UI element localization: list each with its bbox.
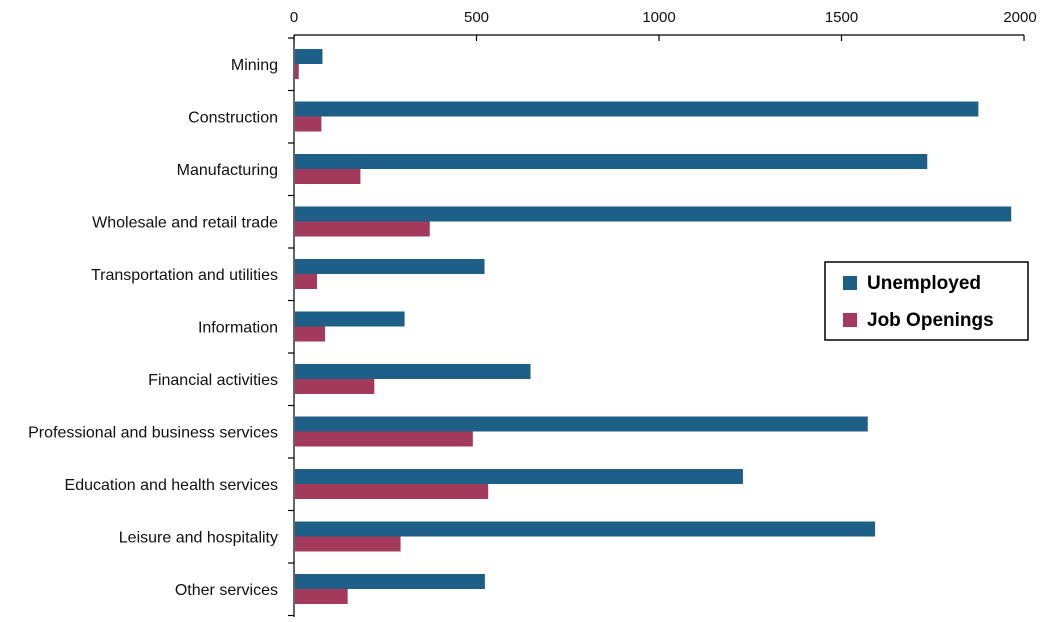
category-label: Professional and business services [28, 425, 278, 442]
legend: Unemployed Job Openings [824, 261, 1029, 341]
legend-label-job-openings: Job Openings [867, 310, 994, 331]
bar-unemployed [295, 206, 1012, 222]
bar-unemployed [295, 154, 928, 169]
legend-box [824, 261, 1029, 341]
category-label: Wholesale and retail trade [92, 215, 278, 232]
bar-job-openings [295, 169, 361, 184]
x-tick-label: 1000 [642, 9, 675, 26]
bar-job-openings [295, 116, 322, 132]
x-tick-label: 2000 [1003, 9, 1036, 26]
bar-unemployed [295, 311, 405, 327]
bar-job-openings [295, 221, 430, 237]
bar-unemployed [295, 574, 485, 589]
category-label: Construction [188, 110, 278, 127]
category-label: Transportation and utilities [91, 267, 278, 284]
bar-unemployed [295, 101, 979, 117]
bar-unemployed [295, 259, 485, 274]
bar-unemployed [295, 416, 868, 432]
bar-job-openings [295, 536, 401, 552]
category-label: Leisure and hospitality [119, 530, 278, 547]
category-label: Information [198, 320, 278, 337]
legend-swatch-unemployed [843, 276, 857, 290]
x-tick-label: 1500 [825, 9, 858, 26]
bar-job-openings [295, 431, 473, 447]
category-label: Education and health services [65, 477, 278, 494]
category-label: Other services [175, 582, 278, 599]
bar-job-openings [295, 326, 326, 342]
bar-job-openings [295, 379, 375, 394]
bar-unemployed [295, 49, 323, 64]
legend-label-unemployed: Unemployed [867, 273, 981, 294]
bar-unemployed [295, 469, 743, 484]
bar-job-openings [295, 274, 317, 289]
bar-job-openings [295, 484, 489, 499]
x-tick-label: 500 [464, 9, 489, 26]
bar-job-openings [295, 64, 299, 79]
legend-swatch-job-openings [843, 313, 857, 327]
category-label: Financial activities [148, 372, 278, 389]
category-label: Manufacturing [177, 162, 278, 179]
category-label: Mining [231, 57, 278, 74]
x-tick-label: 0 [290, 9, 298, 26]
category-labels: Mining Construction Manufacturing Wholesale… [28, 57, 278, 599]
bar-job-openings [295, 589, 348, 604]
bar-unemployed [295, 364, 531, 379]
bar-unemployed [295, 521, 876, 537]
axes: 0 500 1000 1500 2000 [288, 9, 1037, 617]
bars [295, 49, 1012, 604]
